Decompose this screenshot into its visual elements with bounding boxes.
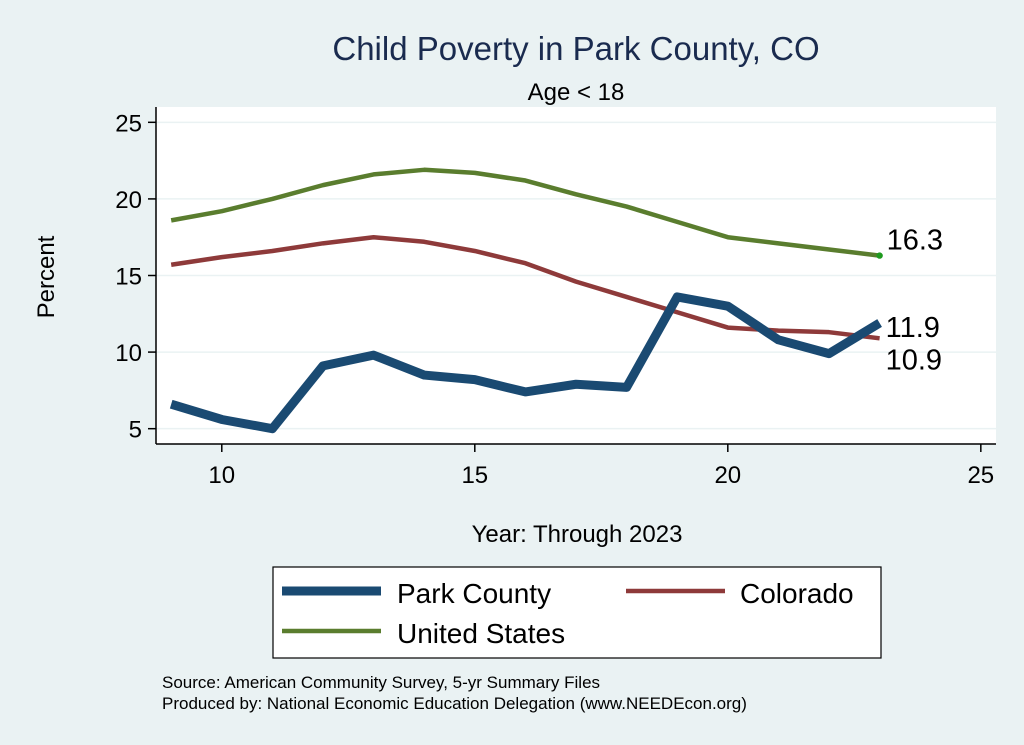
legend-box: [272, 566, 882, 659]
producer-note: Produced by: National Economic Education…: [162, 694, 747, 713]
end-value-label-park-county: 11.9: [886, 312, 940, 344]
x-tick-label: 15: [461, 462, 488, 489]
legend-label-united-states: United States: [397, 618, 565, 649]
x-tick-label: 20: [714, 462, 741, 489]
chart-subtitle: Age < 18: [528, 79, 625, 106]
series-line-park-county: [169, 292, 882, 434]
chart-title: Child Poverty in Park County, CO: [332, 30, 819, 67]
y-tick-label: 20: [115, 187, 142, 214]
y-axis-label: Percent: [33, 235, 60, 318]
end-value-label-united-states: 16.3: [887, 225, 943, 257]
legend: Park County Colorado United States: [272, 566, 882, 659]
end-value-label-colorado: 10.9: [886, 344, 942, 376]
y-tick-label: 15: [115, 264, 142, 291]
legend-label-colorado: Colorado: [740, 578, 854, 609]
x-tick-label: 10: [208, 462, 235, 489]
source-note: Source: American Community Survey, 5-yr …: [162, 673, 600, 692]
legend-label-park-county: Park County: [397, 578, 551, 609]
y-tick-label: 10: [115, 340, 142, 367]
end-point-marker: [876, 252, 883, 259]
y-tick-label: 5: [129, 417, 142, 444]
series-line-united-states: [170, 167, 880, 258]
x-tick-label: 25: [967, 462, 994, 489]
y-tick-label: 25: [115, 110, 142, 137]
plot-area: 5 10 15 20 25 10 15 20 25 16.3 11.910.9: [115, 107, 996, 489]
x-axis-label: Year: Through 2023: [472, 521, 683, 548]
